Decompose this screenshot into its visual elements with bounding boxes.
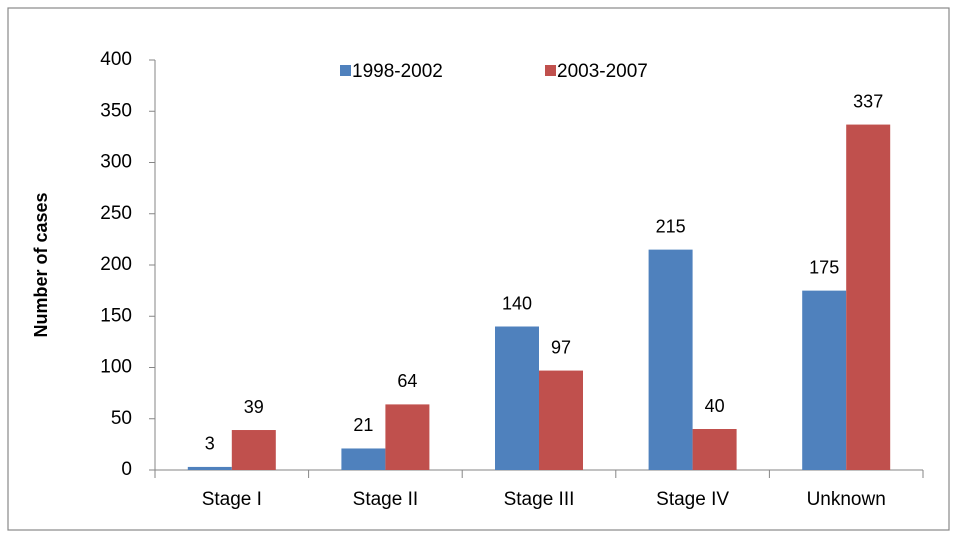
legend-label: 1998-2002 [352, 61, 443, 82]
legend-swatch [545, 65, 556, 76]
x-tick-label: Unknown [807, 489, 886, 510]
x-tick-label: Stage I [202, 489, 262, 510]
data-label: 175 [809, 257, 839, 277]
bar [539, 370, 583, 470]
bar [802, 290, 847, 470]
y-axis-title: Number of cases [31, 192, 51, 337]
x-tick-label: Stage II [353, 489, 419, 510]
bar [846, 124, 891, 470]
bar [692, 429, 737, 470]
data-label: 64 [397, 371, 417, 391]
bar [187, 466, 232, 470]
x-tick-label: Stage III [504, 489, 575, 510]
chart-border [7, 7, 950, 531]
y-tick-label: 350 [100, 100, 132, 121]
y-tick-label: 100 [100, 357, 132, 378]
data-label: 140 [502, 293, 532, 313]
bar [648, 249, 693, 470]
data-label: 40 [705, 396, 725, 416]
bar [341, 448, 386, 470]
data-label: 337 [853, 91, 883, 111]
legend-swatch [340, 65, 351, 76]
y-tick-label: 150 [100, 305, 132, 326]
bar [385, 404, 430, 470]
bar [495, 326, 539, 470]
data-label: 97 [551, 337, 571, 357]
data-label: 3 [205, 434, 215, 454]
y-tick-label: 200 [100, 254, 132, 275]
y-tick-label: 0 [121, 459, 132, 480]
data-label: 21 [353, 415, 373, 435]
legend-label: 2003-2007 [557, 61, 648, 82]
data-label: 215 [656, 216, 686, 236]
y-tick-label: 300 [100, 152, 132, 173]
y-tick-label: 400 [100, 49, 132, 70]
y-tick-label: 50 [111, 408, 132, 429]
bar [231, 430, 276, 470]
data-label: 39 [244, 397, 264, 417]
x-tick-label: Stage IV [656, 489, 729, 510]
y-tick-label: 250 [100, 203, 132, 224]
